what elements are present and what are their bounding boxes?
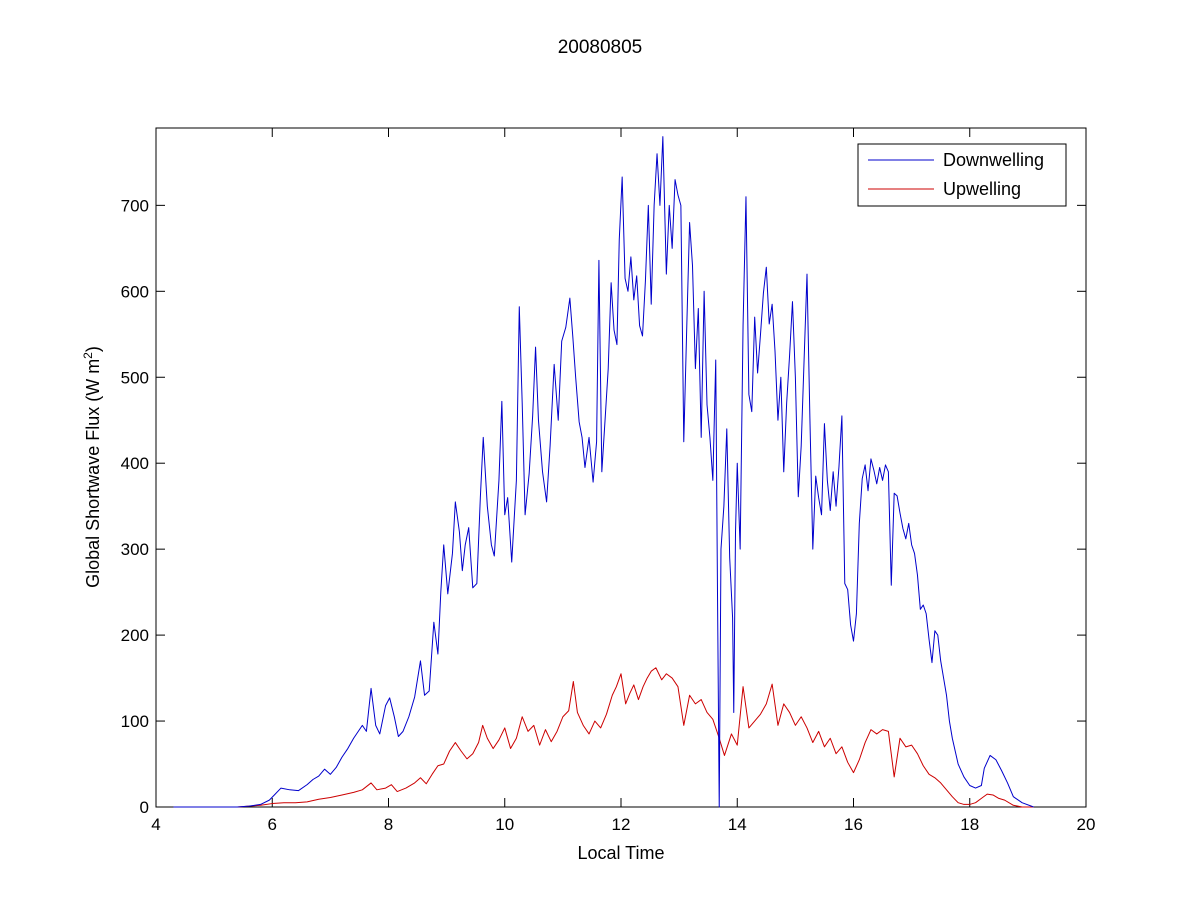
x-axis-label: Local Time [577, 843, 664, 863]
x-tick-label: 4 [151, 815, 160, 834]
series-line-downwelling [173, 136, 1034, 808]
y-axis-label-main: Global Shortwave Flux (W m [83, 359, 103, 588]
legend-label-downwelling: Downwelling [943, 150, 1044, 170]
y-axis-ticks: 0 100 200 300 400 500 600 700 [121, 196, 1086, 817]
legend-label-upwelling: Upwelling [943, 179, 1021, 199]
y-tick-label: 200 [121, 626, 149, 645]
y-tick-label: 100 [121, 712, 149, 731]
plot-frame [155, 127, 1087, 808]
x-tick-label: 8 [384, 815, 393, 834]
y-tick-label: 400 [121, 454, 149, 473]
x-tick-label: 12 [612, 815, 631, 834]
legend: Downwelling Upwelling [857, 143, 1067, 207]
x-tick-label: 20 [1077, 815, 1096, 834]
x-axis-ticks: 4 6 8 10 12 14 16 18 20 [151, 128, 1095, 834]
y-tick-label: 600 [121, 282, 149, 301]
plot-area: 4 6 8 10 12 14 16 18 20 0 100 200 300 400 500 600 700 [121, 127, 1095, 834]
legend-box [857, 143, 1067, 207]
x-tick-label: 14 [728, 815, 747, 834]
y-axis-label-close: ) [83, 346, 103, 352]
y-tick-label: 300 [121, 540, 149, 559]
x-tick-label: 18 [960, 815, 979, 834]
y-axis-label: Global Shortwave Flux (W m2) [81, 346, 103, 588]
series-layer [173, 136, 1034, 808]
y-tick-label: 0 [140, 798, 149, 817]
chart-title: 20080805 [558, 37, 643, 58]
y-axis-label-superscript: 2 [81, 352, 95, 359]
x-tick-label: 10 [495, 815, 514, 834]
x-tick-label: 6 [268, 815, 277, 834]
x-tick-label: 16 [844, 815, 863, 834]
y-tick-label: 500 [121, 368, 149, 387]
series-line-upwelling [173, 667, 1034, 808]
y-tick-label: 700 [121, 196, 149, 215]
